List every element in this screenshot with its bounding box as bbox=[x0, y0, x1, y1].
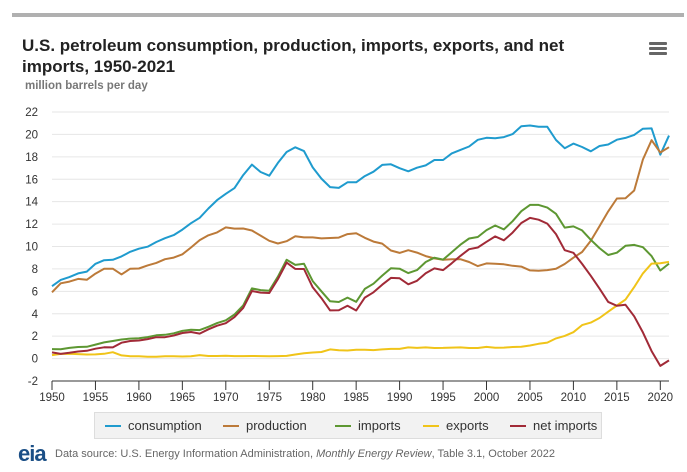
legend-item-exports[interactable]: exports bbox=[423, 418, 489, 433]
series-line-exports bbox=[51, 260, 670, 358]
x-tick-label: 1995 bbox=[430, 392, 456, 404]
legend-label: net imports bbox=[533, 418, 598, 433]
legend-label: exports bbox=[446, 418, 489, 433]
top-border-bar bbox=[12, 13, 684, 17]
source-publication: Monthly Energy Review bbox=[316, 448, 432, 460]
chart-title: U.S. petroleum consumption, production, … bbox=[22, 36, 565, 76]
data-source-note: Data source: U.S. Energy Information Adm… bbox=[55, 448, 555, 460]
series-line-production bbox=[51, 139, 670, 293]
y-tick-label: 20 bbox=[25, 129, 38, 141]
series-line-consumption bbox=[51, 124, 670, 288]
x-tick-label: 1975 bbox=[256, 392, 282, 404]
x-tick-label: 1990 bbox=[387, 392, 413, 404]
y-tick-label: 22 bbox=[25, 107, 38, 119]
legend-item-consumption[interactable]: consumption bbox=[105, 418, 202, 433]
eia-logo: eia bbox=[18, 441, 47, 466]
legend-swatch bbox=[223, 424, 239, 427]
x-tick-label: 1970 bbox=[213, 392, 239, 404]
hamburger-menu-icon[interactable] bbox=[649, 42, 667, 58]
y-tick-label: 6 bbox=[32, 286, 38, 298]
legend-swatch bbox=[105, 424, 121, 427]
y-tick-label: 14 bbox=[25, 197, 38, 209]
chart-legend: consumption production imports exports n… bbox=[94, 412, 602, 439]
x-tick-label: 1980 bbox=[300, 392, 326, 404]
series-line-net-imports bbox=[51, 216, 670, 367]
y-tick-label: 8 bbox=[32, 264, 38, 276]
x-tick-label: 1985 bbox=[343, 392, 369, 404]
legend-item-production[interactable]: production bbox=[223, 418, 307, 433]
x-tick-label: 2020 bbox=[648, 392, 674, 404]
legend-swatch bbox=[510, 424, 526, 427]
y-tick-label: 18 bbox=[25, 152, 38, 164]
legend-swatch bbox=[423, 424, 439, 427]
y-tick-label: 16 bbox=[25, 174, 38, 186]
x-tick-label: 1960 bbox=[126, 392, 152, 404]
source-prefix: Data source: U.S. Energy Information Adm… bbox=[55, 448, 317, 460]
legend-label: imports bbox=[358, 418, 401, 433]
source-suffix: , Table 3.1, October 2022 bbox=[431, 448, 555, 460]
y-tick-label: 4 bbox=[32, 309, 39, 321]
y-tick-label: -2 bbox=[28, 376, 38, 388]
chart-plot: -2 0 2 4 6 8 10 12 14 16 18 20 22 1950 1955 1960 1965 19… bbox=[25, 107, 674, 404]
legend-item-net-imports[interactable]: net imports bbox=[510, 418, 597, 433]
legend-label: production bbox=[246, 418, 307, 433]
x-tick-label: 2000 bbox=[474, 392, 500, 404]
series-line-imports bbox=[51, 203, 670, 351]
x-tick-label: 1965 bbox=[170, 392, 196, 404]
x-tick-label: 2010 bbox=[561, 392, 587, 404]
x-tick-label: 2015 bbox=[604, 392, 630, 404]
x-tick-label: 1950 bbox=[39, 392, 65, 404]
y-axis-unit-label: million barrels per day bbox=[25, 80, 148, 92]
y-tick-label: 0 bbox=[32, 354, 38, 366]
y-tick-label: 2 bbox=[32, 331, 38, 343]
legend-item-imports[interactable]: imports bbox=[335, 418, 401, 433]
legend-swatch bbox=[335, 424, 351, 427]
y-tick-label: 12 bbox=[25, 219, 38, 231]
legend-label: consumption bbox=[128, 418, 202, 433]
x-tick-label: 1955 bbox=[83, 392, 109, 404]
x-tick-label: 2005 bbox=[517, 392, 543, 404]
y-tick-label: 10 bbox=[25, 242, 38, 254]
